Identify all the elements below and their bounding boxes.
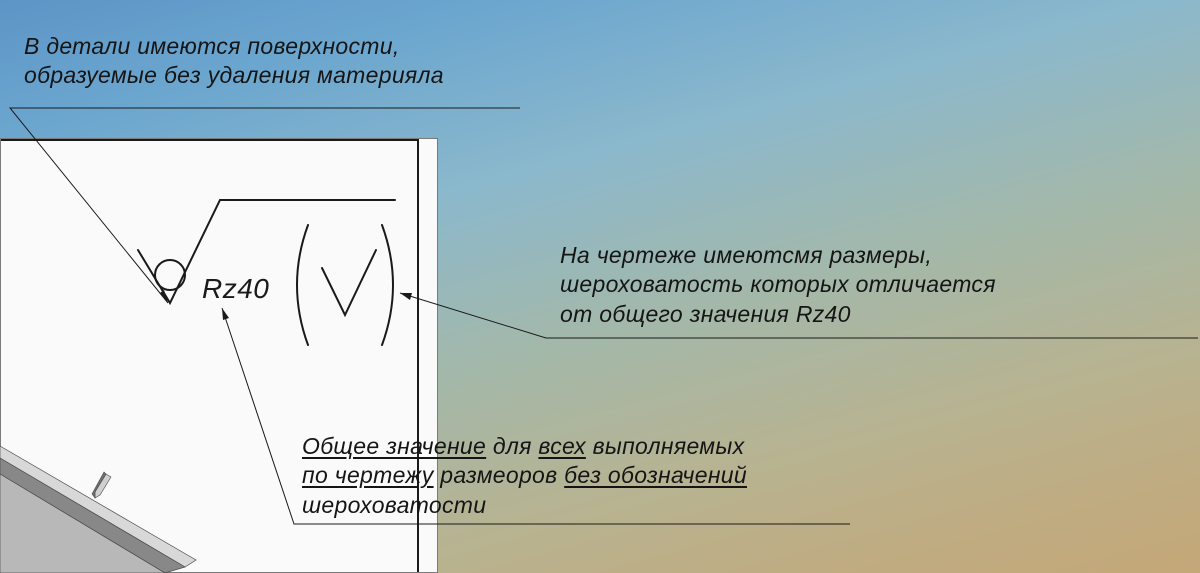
callout-top-line1: В детали имеются поверхности, xyxy=(24,33,400,59)
callout-right: На чертеже имеютсмя размеры, шероховатос… xyxy=(560,241,996,329)
roughness-value: Rz40 xyxy=(202,273,269,304)
callout-bottom: Общее значение для всех выполняемых по ч… xyxy=(302,432,747,520)
callout-top: В детали имеются поверхности, образуемые… xyxy=(24,32,444,91)
callout-bottom-line3: шероховатости xyxy=(302,492,486,518)
callout-right-line1: На чертеже имеютсмя размеры, xyxy=(560,242,932,268)
callout-bottom-line1: Общее значение для всех выполняемых xyxy=(302,433,744,459)
part-peg xyxy=(92,472,111,498)
roughness-symbol-paren xyxy=(297,225,393,345)
callout-bottom-line2: по чертежу размеоров без обозначений xyxy=(302,462,747,488)
callout-right-line2: шероховатость которых отличается xyxy=(560,271,996,297)
callout-top-line2: образуемые без удаления материяла xyxy=(24,62,444,88)
part-3d xyxy=(0,446,196,573)
callout-right-line3: от общего значения Rz40 xyxy=(560,301,851,327)
